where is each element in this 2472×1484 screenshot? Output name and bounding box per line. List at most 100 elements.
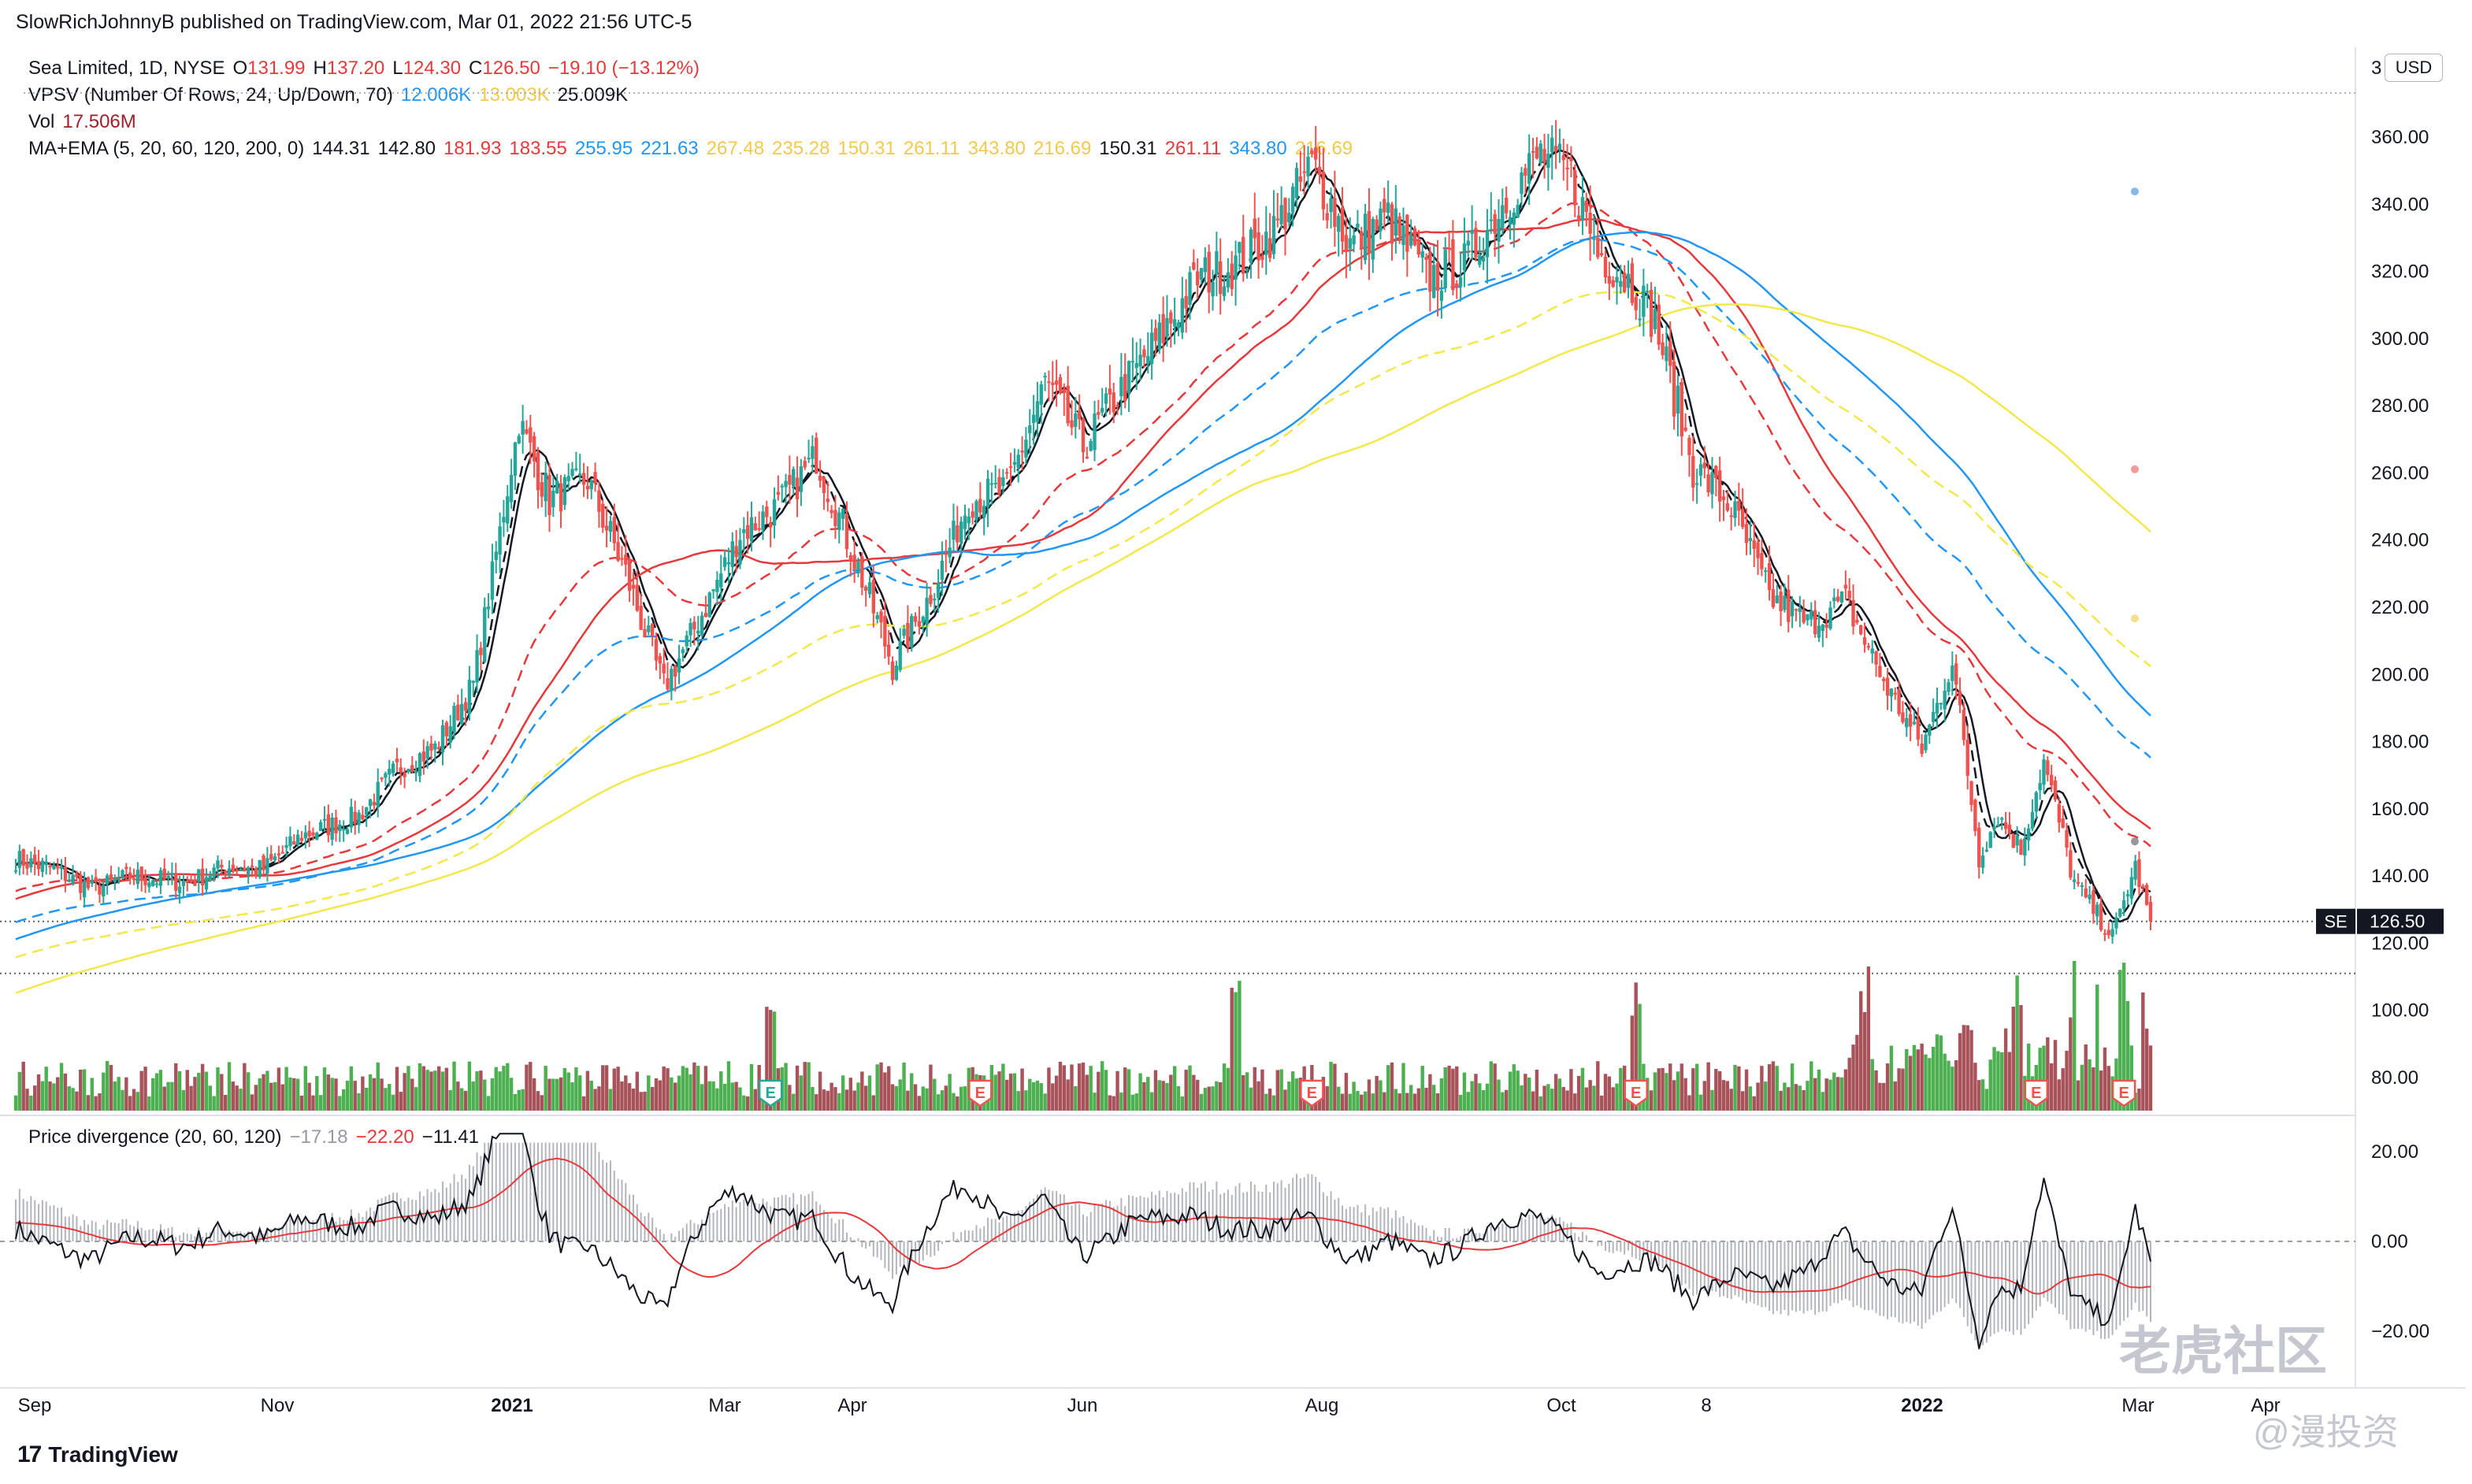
candle-body (841, 508, 845, 519)
volume-bar (1951, 1067, 1954, 1111)
candle-body (799, 466, 804, 492)
volume-bar (357, 1093, 361, 1111)
volume-bar (456, 1081, 460, 1111)
candle-body (1028, 425, 1032, 434)
candle-body (212, 867, 216, 877)
candle-body (315, 833, 319, 840)
candle-body (898, 640, 902, 670)
candle-body (1093, 413, 1097, 451)
candle-body (2069, 850, 2073, 878)
candle-body (440, 725, 445, 753)
candle-body (1565, 167, 1569, 169)
volume-bar (666, 1068, 670, 1111)
candle-body (1535, 147, 1539, 159)
candle-body (1097, 412, 1101, 415)
candle-body (1230, 263, 1234, 289)
candle-body (547, 474, 551, 516)
volume-bar (818, 1071, 822, 1111)
candle-body (1497, 218, 1501, 242)
volume-bar (284, 1067, 288, 1111)
candle-body (1333, 198, 1337, 228)
candle-body (406, 769, 410, 773)
volume-bar (429, 1071, 433, 1111)
candle-body (685, 635, 689, 647)
candle-body (593, 472, 597, 484)
volume-bar (643, 1091, 647, 1111)
candle-body (993, 482, 997, 484)
candle-body (627, 559, 632, 592)
candle-body (349, 807, 354, 828)
volume-bar (86, 1095, 91, 1111)
candle-body (52, 865, 56, 870)
close-value: 126.50 (482, 58, 540, 79)
candle-body (56, 866, 60, 869)
earnings-marker-shape (968, 1079, 993, 1107)
candle-body (1234, 255, 1238, 280)
volume-bar (158, 1070, 163, 1111)
ma-value-6: 267.48 (706, 138, 765, 159)
candle-body (1714, 466, 1718, 478)
candle-body (220, 864, 224, 868)
candle-body (1157, 322, 1161, 350)
volume-bar (1843, 1069, 1848, 1111)
candle-body (223, 870, 228, 874)
volume-bar (2046, 1037, 2050, 1111)
candle-body (1798, 607, 1802, 613)
candle-body (1161, 313, 1165, 343)
currency-button[interactable]: USD (2385, 54, 2443, 82)
candle-body (1435, 262, 1440, 291)
volume-bar (208, 1085, 213, 1111)
volume-bar (1775, 1066, 1779, 1111)
volume-bar (1416, 1088, 1421, 1111)
candle-body (1687, 437, 1691, 455)
volume-bar (1550, 1089, 1554, 1111)
volume-bar (2061, 1068, 2065, 1111)
candle-body (784, 480, 788, 488)
candle-body (189, 881, 193, 883)
candle-body (921, 617, 925, 623)
volume-bar (1943, 1053, 1947, 1111)
volume-bar (1855, 1034, 1859, 1111)
candle-body (589, 480, 593, 490)
volume-bar (2076, 1080, 2080, 1111)
volume-bar (227, 1062, 232, 1111)
candle-body (388, 768, 392, 775)
candle-body (494, 551, 498, 560)
earnings-marker-label: E (1307, 1085, 1317, 1102)
volume-bar (459, 1088, 464, 1111)
candle-body (1839, 591, 1844, 603)
volume-bar (952, 1093, 956, 1111)
volume-bar (722, 1083, 727, 1111)
earnings-marker-label: E (2118, 1085, 2129, 1102)
candle-body (1550, 137, 1554, 153)
volume-bar (1169, 1074, 1173, 1111)
volume-bar (852, 1090, 856, 1111)
volume-bar (1596, 1061, 1600, 1111)
candle-body (517, 436, 521, 443)
volume-bar (555, 1078, 559, 1111)
volume-bar (1508, 1071, 1513, 1111)
volume-bar (311, 1095, 315, 1111)
volume-bar (1760, 1066, 1764, 1111)
volume-bar (254, 1085, 258, 1111)
volume-bar (1939, 1035, 1943, 1111)
candle-body (1737, 500, 1741, 511)
volume-bar (1097, 1071, 1101, 1111)
candle-body (21, 849, 25, 866)
volume-bar (1379, 1080, 1383, 1111)
candle-body (608, 521, 613, 532)
candle-body (2023, 839, 2027, 856)
candle-body (1203, 257, 1208, 273)
candle-body (749, 517, 754, 542)
volume-bar (418, 1063, 422, 1111)
vpsv-row: VPSV (Number Of Rows, 24, Up/Down, 70) 12… (28, 82, 1368, 109)
volume-bar (1432, 1085, 1436, 1111)
candle-body (1512, 212, 1516, 225)
candle-body (1142, 349, 1146, 358)
volume-bar (917, 1096, 922, 1111)
candle-body (848, 555, 853, 562)
tradingview-logo[interactable]: 17 TradingView (17, 1441, 178, 1468)
volume-bar (1066, 1079, 1070, 1111)
volume-bar (1219, 1081, 1223, 1111)
